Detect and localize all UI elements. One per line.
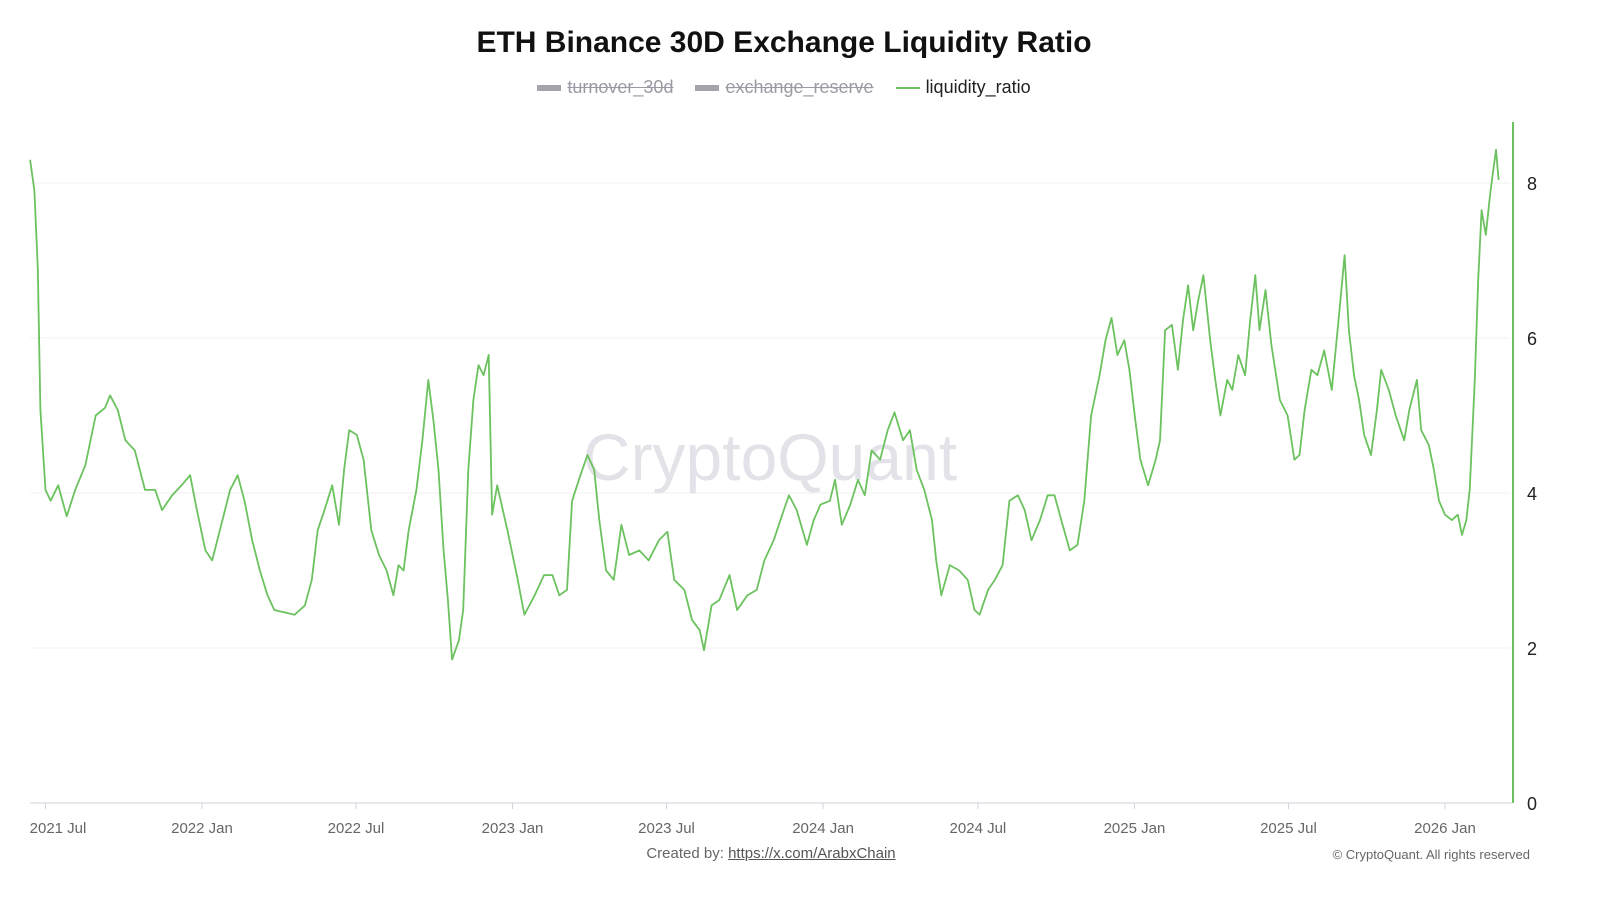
x-tick-label: 2024 Jan <box>792 820 854 837</box>
y-tick-label: 6 <box>1527 329 1537 349</box>
x-tick-label: 2025 Jul <box>1260 820 1317 837</box>
x-tick-label: 2026 Jan <box>1414 820 1476 837</box>
watermark: CryptoQuant <box>583 420 957 494</box>
x-tick-label: 2023 Jul <box>638 820 695 837</box>
y-tick-label: 2 <box>1527 639 1537 659</box>
legend-swatch <box>537 84 562 91</box>
legend-swatch <box>695 84 720 91</box>
created-by-label: Created by: <box>646 845 724 862</box>
legend-item-liquidity-ratio[interactable]: liquidity_ratio <box>895 77 1031 98</box>
legend-label: exchange_reserve <box>725 77 874 97</box>
series-line-liquidity-ratio <box>29 148 1500 661</box>
chart-title: ETH Binance 30D Exchange Liquidity Ratio <box>476 26 1092 59</box>
x-tick-label: 2023 Jan <box>482 820 544 837</box>
legend-label: liquidity_ratio <box>925 77 1031 97</box>
y-tick-label: 0 <box>1527 794 1537 814</box>
x-tick-label: 2022 Jan <box>171 820 233 837</box>
x-tick-label: 2025 Jan <box>1104 820 1166 837</box>
legend-item-turnover-30d[interactable]: turnover_30d <box>537 77 673 98</box>
created-by-link[interactable]: https://x.com/ArabxChain <box>728 845 896 862</box>
x-tick-label: 2021 Jul <box>30 820 87 837</box>
y-tick-label: 4 <box>1527 484 1537 504</box>
legend-label: turnover_30d <box>567 77 674 97</box>
footer: Created by: https://x.com/ArabxChain <box>0 845 1542 862</box>
copyright: © CryptoQuant. All rights reserved <box>1332 847 1530 862</box>
legend-item-exchange-reserve[interactable]: exchange_reserve <box>695 77 874 98</box>
x-tick-label: 2024 Jul <box>950 820 1007 837</box>
legend-swatch <box>895 86 920 89</box>
y-tick-label: 8 <box>1527 174 1537 194</box>
x-tick-label: 2022 Jul <box>328 820 385 837</box>
legend: turnover_30d exchange_reserve liquidity_… <box>0 77 1568 98</box>
